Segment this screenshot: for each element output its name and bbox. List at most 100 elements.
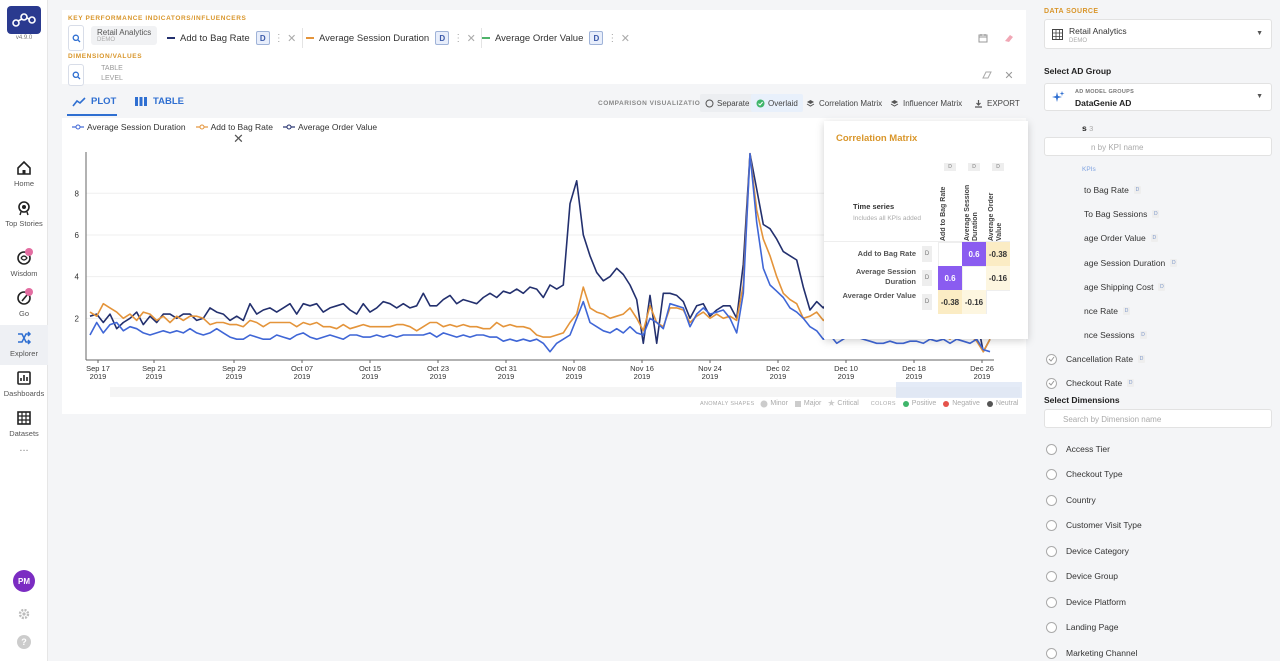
- dimension-item[interactable]: Access Tier: [1046, 441, 1110, 457]
- kpi-search-input[interactable]: n by KPI name: [1044, 137, 1272, 156]
- dimension-item[interactable]: Customer Visit Type: [1046, 517, 1142, 533]
- kpi-item[interactable]: To Bag Sessions D: [1084, 206, 1160, 222]
- nav-top-stories[interactable]: Top Stories: [0, 200, 48, 238]
- matrix-cell[interactable]: -0.38: [986, 242, 1010, 266]
- kpi-tag: D: [1139, 331, 1147, 339]
- nav-home[interactable]: Home: [0, 160, 48, 198]
- dimension-item[interactable]: Checkout Type: [1046, 466, 1123, 482]
- series-color-swatch: [306, 37, 314, 39]
- x-tick-label: Sep 17: [86, 364, 110, 373]
- kpi-chip-average-session-duration[interactable]: Average Session Duration D ⋮ ✕: [302, 28, 483, 48]
- data-source-chip[interactable]: Retail Analytics DEMO: [91, 26, 158, 45]
- dimension-search-button[interactable]: [68, 64, 84, 86]
- legend-neutral: Neutral: [986, 400, 1018, 408]
- kpi-tag: D: [1170, 259, 1178, 267]
- data-source-sub: DEMO: [1069, 38, 1087, 44]
- kpi-item[interactable]: nce Rate D: [1084, 303, 1131, 319]
- radio-button[interactable]: [1046, 596, 1057, 608]
- more-options-icon[interactable]: ⋮: [453, 32, 464, 44]
- kpi-item[interactable]: nce Sessions D: [1084, 327, 1147, 343]
- close-icon[interactable]: ✕: [620, 32, 630, 45]
- radio-button[interactable]: [1046, 468, 1057, 480]
- kpi-item[interactable]: Checkout Rate D: [1046, 375, 1135, 391]
- correlation-matrix-button[interactable]: Correlation Matrix: [801, 94, 887, 112]
- kpi-item[interactable]: age Shipping Cost D: [1084, 279, 1166, 295]
- close-icon[interactable]: ✕: [287, 32, 297, 45]
- user-avatar[interactable]: PM: [13, 570, 35, 592]
- kpi-tag[interactable]: D: [435, 31, 450, 45]
- legend-major-label: Major: [803, 400, 822, 407]
- dimension-item[interactable]: Device Platform: [1046, 594, 1126, 610]
- gear-icon[interactable]: [17, 607, 31, 621]
- kpi-item[interactable]: Cancellation Rate D: [1046, 351, 1146, 367]
- dimension-item[interactable]: Device Group: [1046, 568, 1118, 584]
- legend-item-average-order-value[interactable]: Average Order Value: [283, 122, 377, 132]
- kpi-search-button[interactable]: [68, 25, 84, 51]
- radio-button[interactable]: [1046, 443, 1057, 455]
- separate-label: Separate: [717, 98, 750, 108]
- export-button[interactable]: EXPORT: [969, 94, 1025, 112]
- kpi-item[interactable]: age Order Value D: [1084, 230, 1158, 246]
- radio-button[interactable]: [1046, 647, 1057, 659]
- legend-item-average-session-duration[interactable]: Average Session Duration: [72, 122, 186, 132]
- tab-plot[interactable]: PLOT: [72, 96, 116, 107]
- nav-go[interactable]: Go: [0, 288, 48, 328]
- legend-critical-label: Critical: [837, 400, 859, 407]
- dimension-item-label: Device Category: [1066, 546, 1129, 556]
- check-circle-icon[interactable]: [1046, 377, 1057, 389]
- overlaid-button[interactable]: Overlaid: [751, 94, 803, 112]
- more-options-icon[interactable]: ⋮: [273, 32, 284, 44]
- close-icon[interactable]: ✕: [466, 32, 476, 45]
- radio-button[interactable]: [1046, 519, 1057, 531]
- kpi-chip-add-to-bag-rate[interactable]: Add to Bag Rate D ⋮ ✕: [163, 28, 303, 48]
- matrix-cell[interactable]: 0.6: [938, 266, 962, 290]
- more-options-icon[interactable]: ⋮: [607, 32, 618, 44]
- kpi-tag[interactable]: D: [255, 31, 270, 45]
- dimension-item[interactable]: Device Category: [1046, 543, 1129, 559]
- radio-button[interactable]: [1046, 621, 1057, 633]
- data-source-select[interactable]: Retail Analytics DEMO ▼: [1044, 19, 1272, 49]
- dimension-item-label: Device Group: [1066, 571, 1118, 581]
- radio-button[interactable]: [1046, 570, 1057, 582]
- kpi-tag[interactable]: D: [589, 31, 604, 45]
- matrix-cell[interactable]: [986, 290, 1010, 314]
- influencer-matrix-button[interactable]: Influencer Matrix: [885, 94, 967, 112]
- legend-item-add-to-bag-rate[interactable]: Add to Bag Rate: [195, 122, 273, 132]
- check-circle-icon[interactable]: [1046, 353, 1057, 365]
- dimension-item[interactable]: Landing Page: [1046, 619, 1118, 635]
- nav-dashboards[interactable]: Dashboards: [0, 370, 48, 408]
- kpi-chip-average-order-value[interactable]: Average Order Value D ⋮ ✕: [478, 28, 635, 48]
- nav-datasets[interactable]: Datasets: [0, 410, 48, 448]
- ad-model-select[interactable]: AD MODEL GROUPS DataGenie AD ▼: [1044, 83, 1272, 111]
- close-icon[interactable]: ✕: [1004, 69, 1014, 82]
- radio-button[interactable]: [1046, 494, 1057, 506]
- nav-more[interactable]: ...: [19, 442, 29, 454]
- dimension-search-input[interactable]: Search by Dimension name: [1044, 409, 1272, 428]
- matrix-cell[interactable]: [938, 242, 962, 266]
- matrix-cell[interactable]: -0.16: [962, 290, 986, 314]
- dimension-item[interactable]: Marketing Channel: [1046, 645, 1137, 661]
- nav-explorer[interactable]: Explorer: [0, 325, 48, 365]
- kpi-tag: D: [1127, 379, 1135, 387]
- dimension-item[interactable]: Country: [1046, 492, 1096, 508]
- tab-table[interactable]: TABLE: [134, 96, 184, 107]
- matrix-cell[interactable]: [962, 266, 986, 290]
- help-icon[interactable]: ?: [17, 635, 31, 649]
- eraser-icon[interactable]: [1000, 29, 1018, 47]
- matrix-cell[interactable]: -0.38: [938, 290, 962, 314]
- calendar-icon[interactable]: [974, 29, 992, 47]
- app-logo[interactable]: [7, 6, 41, 34]
- close-icon[interactable]: ✕: [233, 131, 244, 146]
- kpis-sublabel: KPIs: [1082, 166, 1096, 173]
- filter-clear-icon[interactable]: [978, 66, 996, 84]
- radio-button[interactable]: [1046, 545, 1057, 557]
- row-tag: D: [922, 294, 932, 310]
- x-tick-label: Dec 10: [834, 364, 858, 373]
- nav-wisdom[interactable]: Wisdom: [0, 248, 48, 288]
- kpi-tag: D: [1138, 355, 1146, 363]
- kpi-item[interactable]: to Bag Rate D: [1084, 182, 1141, 198]
- kpi-item[interactable]: age Session Duration D: [1084, 255, 1178, 271]
- separate-button[interactable]: Separate: [700, 94, 755, 112]
- matrix-cell[interactable]: -0.16: [986, 266, 1010, 290]
- matrix-cell[interactable]: 0.6: [962, 242, 986, 266]
